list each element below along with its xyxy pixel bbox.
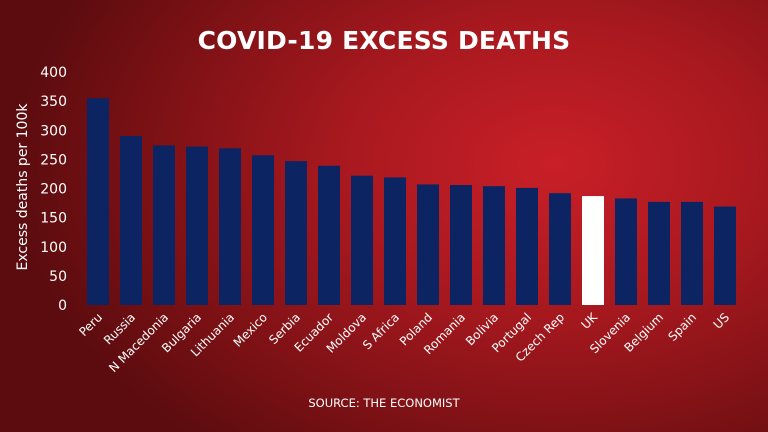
y-tick-label: 0 [58, 298, 67, 314]
bar-slovenia [615, 198, 637, 305]
y-tick-label: 400 [40, 65, 67, 81]
bars [87, 98, 736, 306]
chart-title: COVID-19 EXCESS DEATHS [197, 26, 571, 55]
bar-czech-rep [549, 193, 571, 305]
bar-romania [450, 185, 472, 305]
bar-belgium [648, 201, 670, 305]
y-tick-label: 100 [40, 240, 67, 256]
y-tick-label: 200 [40, 182, 67, 198]
x-tick-label: UK [578, 309, 600, 331]
x-tick-label: Mexico [231, 310, 271, 350]
y-tick-label: 50 [49, 269, 67, 285]
y-tick-label: 350 [40, 94, 67, 110]
bar-s-africa [384, 177, 406, 305]
x-tick-label: Peru [76, 310, 105, 339]
source-note: SOURCE: THE ECONOMIST [308, 396, 460, 410]
bar-uk [582, 196, 604, 305]
bar-peru [87, 98, 109, 306]
bar-moldova [351, 175, 373, 305]
bar-lithuania [219, 148, 241, 305]
x-tick-label: US [711, 310, 733, 332]
y-axis-ticks: 0 50 100 150 200 250 300 350 400 [40, 65, 67, 314]
bar-bulgaria [186, 146, 208, 305]
y-tick-label: 300 [40, 123, 67, 139]
y-axis-label: Excess deaths per 100k [15, 103, 31, 271]
bar-n-macedonia [153, 145, 175, 305]
bar-serbia [285, 161, 307, 305]
bar-ecuador [318, 165, 340, 305]
x-tick-label: S Africa [360, 310, 402, 352]
y-tick-label: 150 [40, 211, 67, 227]
bar-spain [681, 201, 703, 305]
bar-bolivia [483, 186, 505, 305]
bar-poland [417, 184, 439, 305]
bar-us [714, 206, 736, 305]
bar-russia [120, 136, 142, 305]
bar-mexico [252, 155, 274, 305]
y-tick-label: 250 [40, 152, 67, 168]
x-tick-label: Spain [666, 310, 700, 344]
bar-portugal [516, 187, 538, 305]
